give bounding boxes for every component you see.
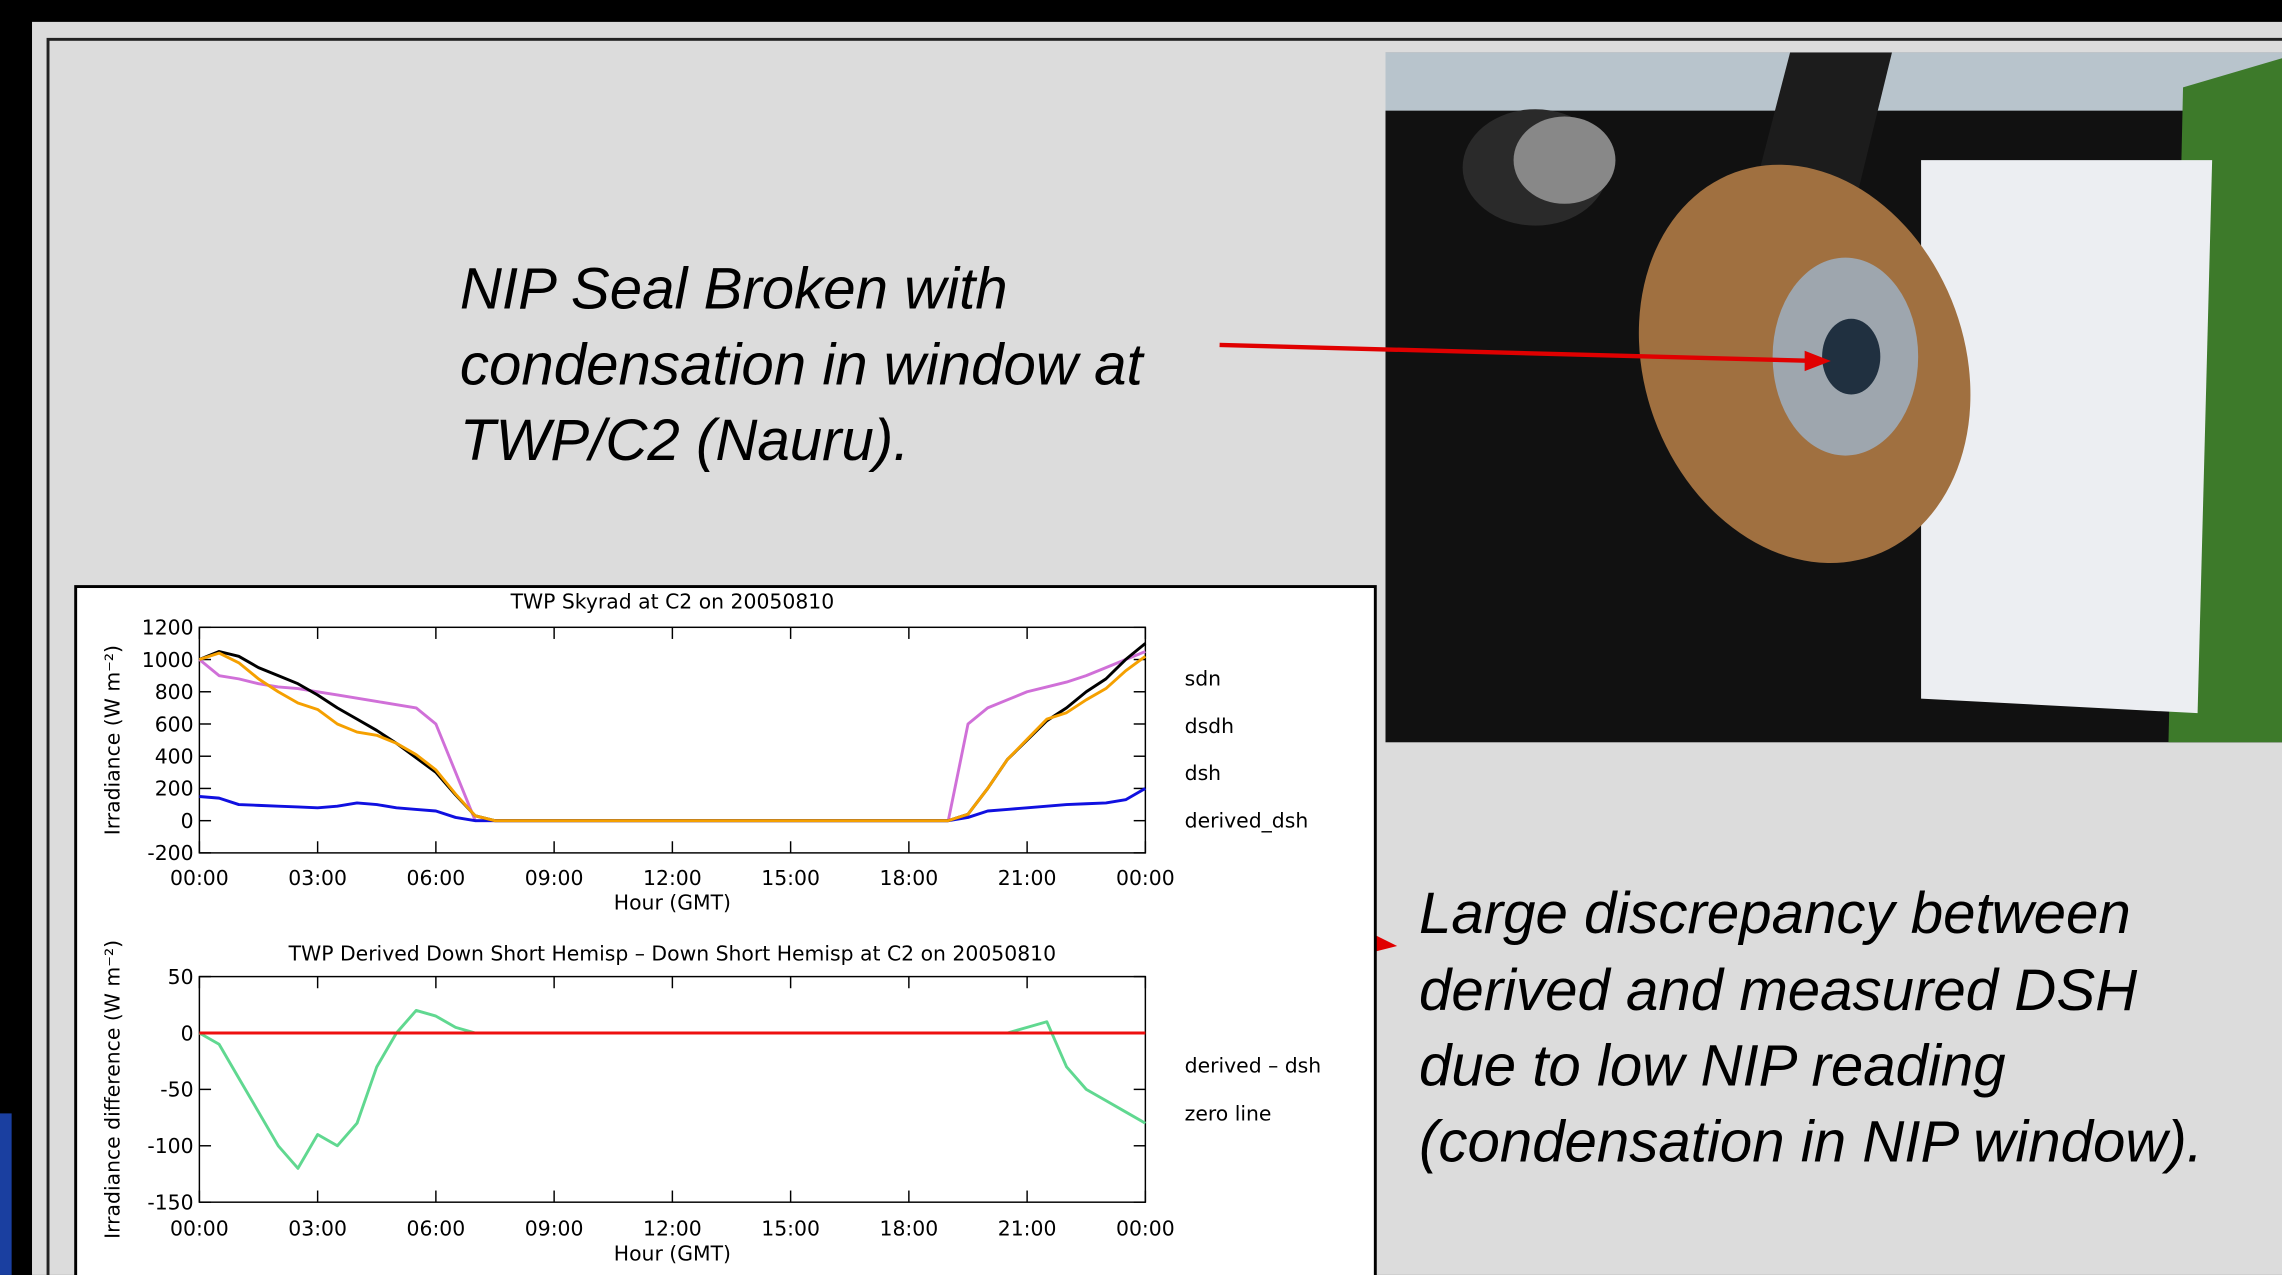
x-tick-label: 18:00 <box>880 1217 939 1241</box>
caption-line: TWP/C2 (Nauru). <box>460 408 910 473</box>
legend-entry: sdn <box>1185 667 1221 691</box>
caption-right: Large discrepancy between derived and me… <box>1419 881 2203 1174</box>
arrow <box>1219 342 1817 364</box>
x-tick-label: 00:00 <box>1116 1217 1175 1241</box>
caption-line: derived and measured DSH <box>1419 958 2138 1023</box>
photo-housing <box>1921 160 2213 714</box>
y-axis-label: Irradiance (W m⁻²) <box>100 645 124 835</box>
x-tick-label: 15:00 <box>761 1217 820 1241</box>
x-tick-label: 21:00 <box>998 1217 1057 1241</box>
legend-entry: zero line <box>1185 1102 1272 1126</box>
caption-line: due to low NIP reading <box>1419 1034 2006 1099</box>
x-tick-label: 18:00 <box>880 866 939 890</box>
x-tick-label: 06:00 <box>407 866 466 890</box>
y-tick-label: 800 <box>155 680 194 704</box>
slide-border <box>46 37 2282 1275</box>
caption-line: NIP Seal Broken with <box>460 257 1008 322</box>
x-tick-label: 03:00 <box>288 866 347 890</box>
chart-title: TWP Derived Down Short Hemisp – Down Sho… <box>288 942 1056 966</box>
y-tick-label: 400 <box>155 744 194 768</box>
photo-cap-top <box>1513 116 1616 204</box>
y-tick-label: 200 <box>155 777 194 801</box>
chart-panel <box>74 585 1377 1275</box>
y-tick-label: 50 <box>168 965 194 989</box>
y-tick-label: 0 <box>181 1021 194 1045</box>
caption-line: Large discrepancy between <box>1419 881 2131 946</box>
y-tick-label: 1000 <box>142 648 194 672</box>
x-tick-label: 12:00 <box>643 866 702 890</box>
y-tick-label: 0 <box>181 809 194 833</box>
chart: TWP Derived Down Short Hemisp – Down Sho… <box>100 940 1321 1265</box>
x-tick-label: 09:00 <box>525 1217 584 1241</box>
x-tick-label: 00:00 <box>1116 866 1175 890</box>
side-tab <box>0 1113 12 1275</box>
series-line <box>198 651 1147 823</box>
y-tick-label: -50 <box>160 1078 193 1102</box>
caption-line: condensation in window at <box>460 332 1146 397</box>
y-tick-label: -200 <box>147 841 193 865</box>
photo-lens <box>1822 318 1881 395</box>
x-tick-label: 12:00 <box>643 1217 702 1241</box>
caption-top: NIP Seal Broken with condensation in win… <box>460 257 1146 473</box>
y-tick-label: 600 <box>155 712 194 736</box>
y-axis-label: Irradiance difference (W m⁻²) <box>100 940 124 1239</box>
x-tick-label: 00:00 <box>170 1217 229 1241</box>
x-tick-label: 09:00 <box>525 866 584 890</box>
x-tick-label: 00:00 <box>170 866 229 890</box>
x-tick-label: 06:00 <box>407 1217 466 1241</box>
arrow-head <box>1804 350 1831 372</box>
x-tick-label: 21:00 <box>998 866 1057 890</box>
y-tick-label: 1200 <box>142 616 194 640</box>
legend-entry: dsdh <box>1185 714 1234 738</box>
x-tick-label: 03:00 <box>288 1217 347 1241</box>
chart-title: TWP Skyrad at C2 on 20050810 <box>510 589 835 613</box>
y-tick-label: -100 <box>147 1134 193 1158</box>
photo <box>1385 52 2282 743</box>
legend-entry: dsh <box>1185 761 1221 785</box>
x-axis-label: Hour (GMT) <box>614 1241 731 1265</box>
y-tick-label: -150 <box>147 1190 193 1214</box>
x-axis-label: Hour (GMT) <box>614 891 731 915</box>
x-tick-label: 15:00 <box>761 866 820 890</box>
legend-entry: derived – dsh <box>1185 1054 1322 1078</box>
caption-line: (condensation in NIP window). <box>1419 1109 2203 1174</box>
legend-entry: derived_dsh <box>1185 808 1309 833</box>
